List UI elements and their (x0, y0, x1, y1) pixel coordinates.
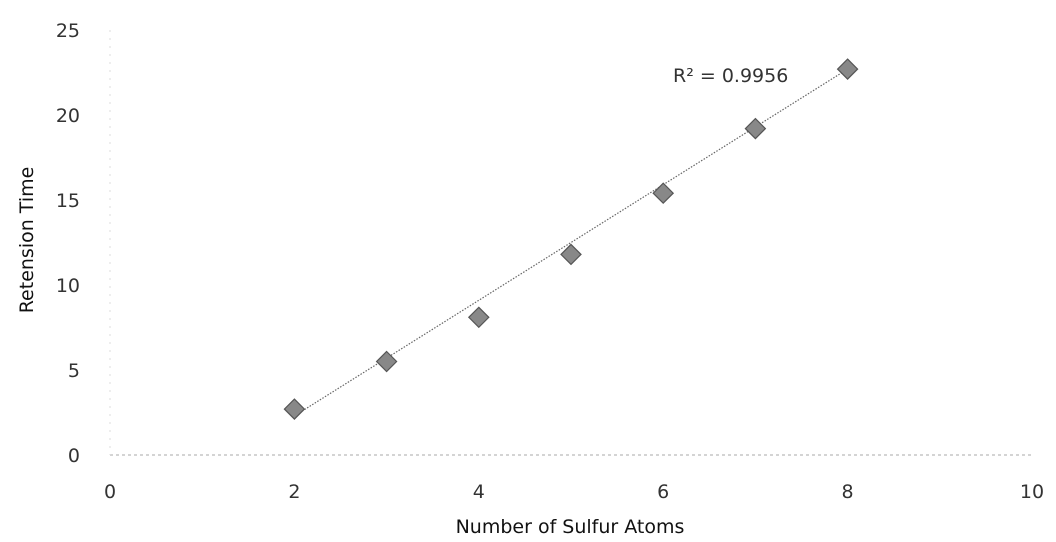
y-tick-label: 15 (56, 190, 80, 212)
y-tick-label: 20 (56, 105, 80, 127)
x-tick-label: 8 (842, 481, 854, 503)
y-tick-label: 0 (68, 445, 80, 467)
trendline-group (294, 68, 848, 417)
axes (109, 30, 1032, 456)
y-axis-title: Retension Time (16, 167, 38, 314)
x-tick-label: 2 (288, 481, 300, 503)
y-tick-label: 25 (56, 20, 80, 42)
y-tick-label: 5 (68, 360, 80, 382)
data-point (375, 350, 398, 373)
data-point (283, 398, 306, 420)
data-point (652, 182, 675, 205)
x-axis-title: Number of Sulfur Atoms (456, 516, 685, 538)
data-point (467, 306, 490, 329)
data-point (560, 243, 582, 266)
r-squared-annotation: R² = 0.9956 (673, 65, 788, 87)
x-tick-label: 6 (657, 481, 669, 503)
x-tick-label: 10 (1020, 481, 1044, 503)
data-point (836, 58, 859, 80)
data-point (744, 117, 767, 140)
tick-labels: 0 2 4 6 8 10 0 5 10 15 20 25 (56, 20, 1044, 503)
x-tick-label: 4 (473, 481, 485, 503)
trendline (294, 68, 848, 417)
y-tick-label: 10 (56, 275, 80, 297)
x-tick-label: 0 (104, 481, 116, 503)
data-points (283, 58, 859, 420)
